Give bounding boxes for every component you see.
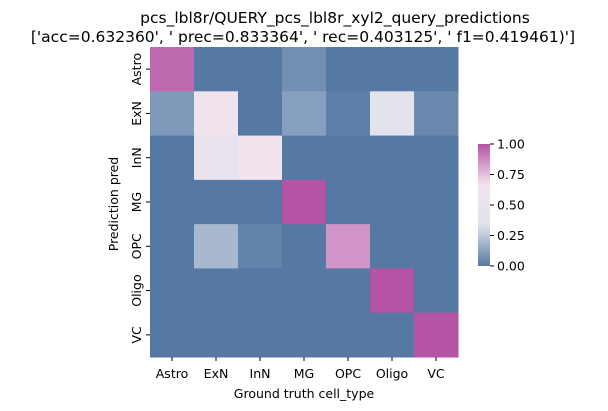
heatmap-cell (414, 179, 459, 225)
heatmap-cell (326, 268, 371, 314)
heatmap-cell (238, 179, 283, 225)
heatmap-cell (326, 224, 371, 269)
heatmap-cell (370, 91, 415, 137)
heatmap-cell (238, 224, 283, 269)
heatmap-cell (370, 179, 415, 225)
heatmap-cell (282, 268, 327, 314)
x-tick-label: MG (294, 366, 314, 381)
heatmap-cell (150, 224, 195, 269)
y-axis-ticks: Astro ExN InN MG OPC Oligo VC (129, 53, 150, 344)
colorbar-tick-label: 0.25 (497, 228, 525, 243)
heatmap-cell (326, 179, 371, 225)
y-tick-label: Astro (129, 53, 144, 85)
x-tick-label: OPC (335, 366, 361, 381)
heatmap-cell (238, 312, 283, 358)
heatmap-cell (194, 224, 239, 269)
heatmap-cell (194, 91, 239, 137)
heatmap-cell (194, 179, 239, 225)
y-tick-label: ExN (129, 101, 144, 126)
heatmap-cell (150, 135, 195, 181)
heatmap-cell (326, 91, 371, 137)
heatmap-cell (282, 179, 327, 225)
heatmap-cell (370, 224, 415, 269)
heatmap-cell (282, 47, 327, 92)
heatmap-cell (194, 135, 239, 181)
x-tick-label: Oligo (376, 366, 408, 381)
heatmap-cells (150, 47, 459, 358)
heatmap-cell (326, 135, 371, 181)
heatmap-cell (282, 91, 327, 137)
heatmap-cell (414, 224, 459, 269)
chart-title: pcs_lbl8r/QUERY_pcs_lbl8r_xyl2_query_pre… (140, 9, 530, 28)
x-axis-label: Ground truth cell_type (234, 386, 375, 401)
heatmap-cell (282, 312, 327, 358)
heatmap-cell (326, 312, 371, 358)
heatmap-cell (150, 91, 195, 137)
x-tick-label: VC (427, 366, 445, 381)
heatmap-cell (150, 179, 195, 225)
y-axis-label: Prediction pred (106, 157, 121, 252)
heatmap-cell (194, 312, 239, 358)
heatmap-cell (238, 268, 283, 314)
colorbar-ticks: 0.00 0.25 0.50 0.75 1.00 (490, 137, 525, 274)
heatmap-cell (150, 312, 195, 358)
heatmap-cell (370, 47, 415, 92)
heatmap-cell (282, 135, 327, 181)
colorbar-tick-label: 0.00 (497, 259, 525, 274)
colorbar-tick-label: 0.75 (497, 167, 525, 182)
heatmap-cell (194, 47, 239, 92)
heatmap-cell (370, 268, 415, 314)
y-tick-label: OPC (129, 233, 144, 259)
colorbar-tick-label: 0.50 (497, 198, 525, 213)
colorbar (478, 144, 490, 266)
heatmap-cell (370, 135, 415, 181)
heatmap-cell (414, 47, 459, 92)
y-tick-label: InN (129, 147, 144, 168)
heatmap-cell (238, 91, 283, 137)
x-tick-label: ExN (204, 366, 229, 381)
y-tick-label: MG (129, 192, 144, 212)
heatmap-cell (194, 268, 239, 314)
heatmap-cell (414, 135, 459, 181)
heatmap-cell (414, 312, 459, 358)
x-tick-label: Astro (156, 366, 188, 381)
heatmap-cell (238, 47, 283, 92)
heatmap-cell (150, 268, 195, 314)
chart-subtitle: ['acc=0.632360', ' prec=0.833364', ' rec… (31, 28, 575, 46)
x-axis-ticks: Astro ExN InN MG OPC Oligo VC (156, 357, 445, 381)
heatmap-cell (282, 224, 327, 269)
x-tick-label: InN (250, 366, 271, 381)
heatmap-cell (414, 268, 459, 314)
y-tick-label: VC (129, 326, 144, 344)
heatmap-cell (414, 91, 459, 137)
y-tick-label: Oligo (129, 274, 144, 306)
heatmap-cell (150, 47, 195, 92)
colorbar-tick-label: 1.00 (497, 137, 525, 152)
heatmap-cell (370, 312, 415, 358)
heatmap-cell (238, 135, 283, 181)
heatmap-cell (326, 47, 371, 92)
